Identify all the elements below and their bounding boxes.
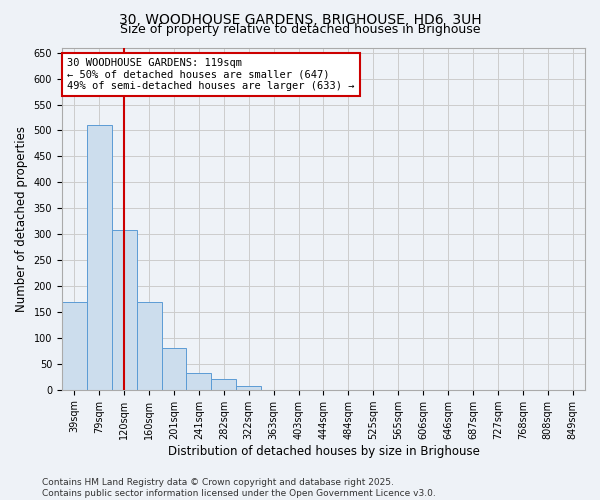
Bar	[87, 126, 112, 390]
Text: 30 WOODHOUSE GARDENS: 119sqm
← 50% of detached houses are smaller (647)
49% of s: 30 WOODHOUSE GARDENS: 119sqm ← 50% of de…	[67, 58, 355, 91]
Bar	[187, 372, 211, 390]
Y-axis label: Number of detached properties: Number of detached properties	[15, 126, 28, 312]
Text: Size of property relative to detached houses in Brighouse: Size of property relative to detached ho…	[120, 22, 480, 36]
Bar	[211, 380, 236, 390]
Text: Contains HM Land Registry data © Crown copyright and database right 2025.
Contai: Contains HM Land Registry data © Crown c…	[42, 478, 436, 498]
X-axis label: Distribution of detached houses by size in Brighouse: Distribution of detached houses by size …	[167, 444, 479, 458]
Bar	[112, 230, 137, 390]
Bar	[161, 348, 187, 390]
Bar	[62, 302, 87, 390]
Bar	[137, 302, 161, 390]
Text: 30, WOODHOUSE GARDENS, BRIGHOUSE, HD6  3UH: 30, WOODHOUSE GARDENS, BRIGHOUSE, HD6 3U…	[119, 12, 481, 26]
Bar	[236, 386, 261, 390]
